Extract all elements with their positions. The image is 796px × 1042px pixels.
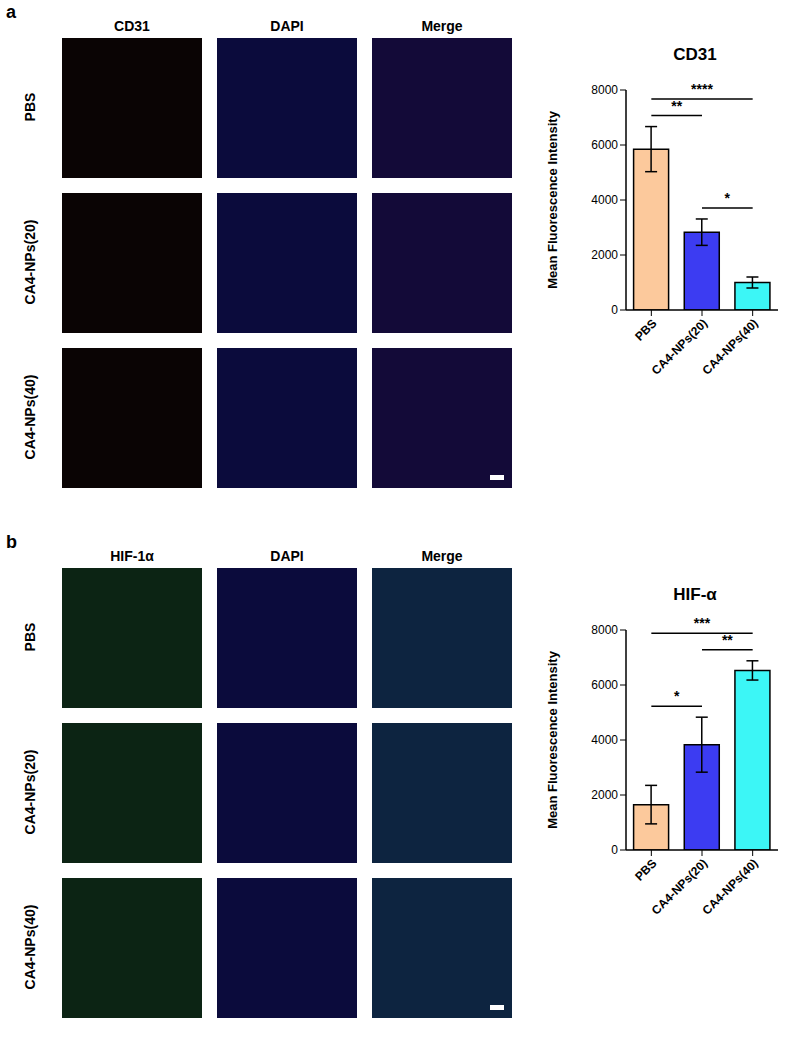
svg-text:*: * <box>674 688 680 704</box>
html-text:Merge: Merge <box>421 18 463 34</box>
html-text:Merge: Merge <box>421 548 463 564</box>
html-text:DAPI: DAPI <box>270 18 304 34</box>
svg-text:**: ** <box>722 632 733 648</box>
svg-text:4000: 4000 <box>591 733 618 747</box>
html-text:HIF-1α: HIF-1α <box>110 548 154 564</box>
svg-text:CA4-NPs(40): CA4-NPs(40) <box>700 316 761 377</box>
html-text:CA4-NPs(20): CA4-NPs(20) <box>22 219 38 305</box>
svg-text:0: 0 <box>611 843 618 857</box>
html-text:PBS: PBS <box>22 92 38 122</box>
svg-text:PBS: PBS <box>632 856 659 883</box>
html-text:CA4-NPs(40): CA4-NPs(40) <box>22 374 38 460</box>
html-text:a: a <box>6 2 16 22</box>
svg-text:****: **** <box>691 81 713 97</box>
svg-text:Mean Fluorescence Intensity: Mean Fluorescence Intensity <box>545 110 560 288</box>
svg-text:8000: 8000 <box>591 623 618 637</box>
html-text:CA4-NPs(40): CA4-NPs(40) <box>22 904 38 990</box>
svg-text:CA4-NPs(20): CA4-NPs(20) <box>648 856 711 918</box>
html-text:DAPI: DAPI <box>270 548 304 564</box>
svg-text:CA4-NPs(40): CA4-NPs(40) <box>700 856 761 917</box>
html-text:CA4-NPs(20): CA4-NPs(20) <box>22 749 38 835</box>
svg-text:4000: 4000 <box>591 193 618 207</box>
svg-text:2000: 2000 <box>591 788 618 802</box>
svg-text:CA4-NPs(20): CA4-NPs(20) <box>648 316 711 378</box>
svg-text:*: * <box>725 190 731 206</box>
svg-text:**: ** <box>671 98 682 114</box>
html-text:HIF-α: HIF-α <box>673 585 717 604</box>
svg-text:2000: 2000 <box>591 248 618 262</box>
svg-text:6000: 6000 <box>591 138 618 152</box>
svg-text:6000: 6000 <box>591 678 618 692</box>
svg-text:0: 0 <box>611 303 618 317</box>
html-text:CD31: CD31 <box>673 45 717 64</box>
html-text:CD31: CD31 <box>114 18 150 34</box>
svg-text:8000: 8000 <box>591 83 618 97</box>
html-text:b: b <box>6 532 17 552</box>
html-text:PBS: PBS <box>22 622 38 652</box>
svg-text:Mean Fluorescence Intensity: Mean Fluorescence Intensity <box>545 650 560 828</box>
svg-text:PBS: PBS <box>632 316 659 343</box>
svg-text:***: *** <box>694 615 711 631</box>
